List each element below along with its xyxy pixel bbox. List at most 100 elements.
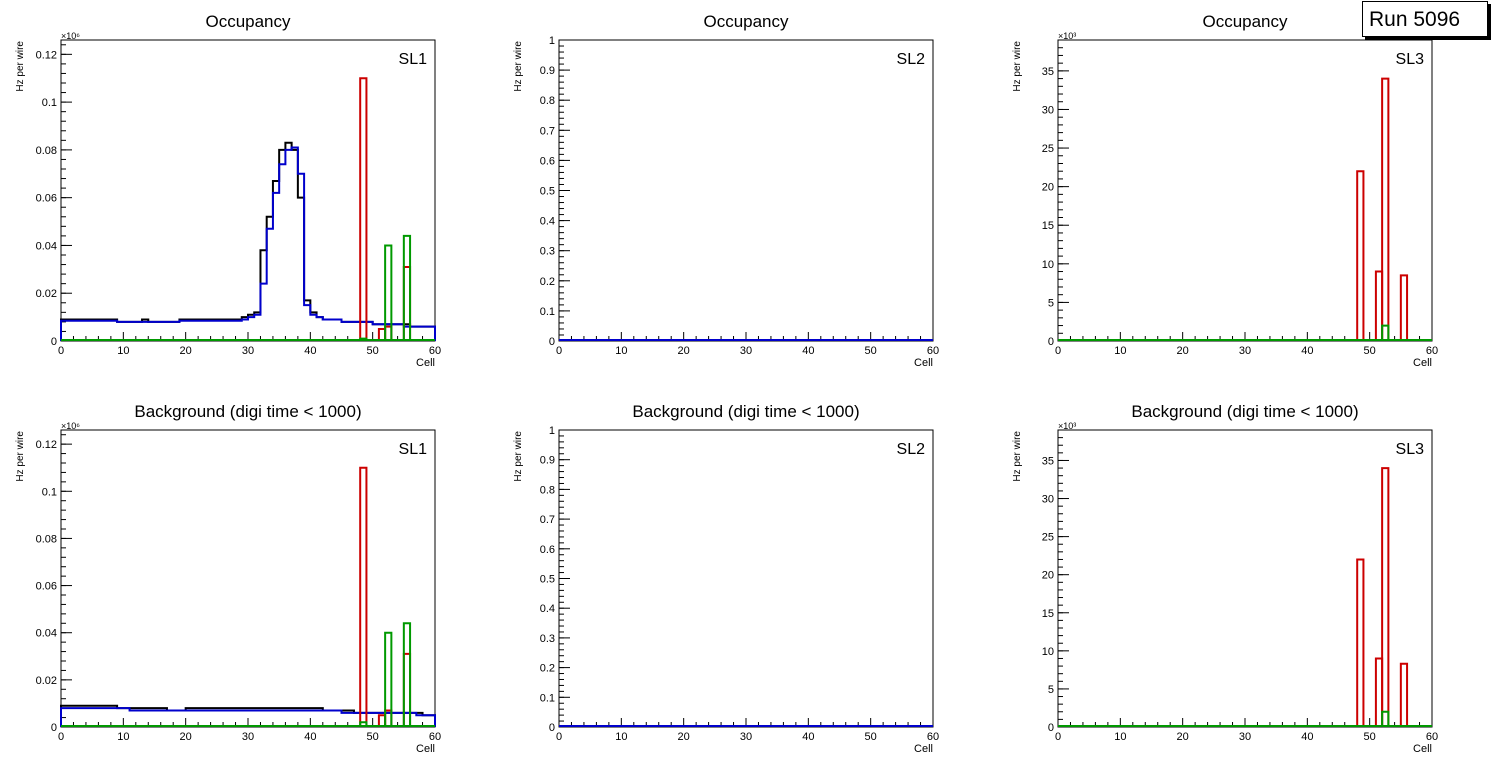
y-tick-label: 0.06 xyxy=(36,193,57,205)
x-tick-label: 30 xyxy=(242,731,254,743)
chart-title: Occupancy xyxy=(205,12,291,31)
bar-green xyxy=(359,721,368,727)
plot-frame xyxy=(558,429,934,728)
x-tick-label: 60 xyxy=(927,345,939,357)
y-tick-label: 20 xyxy=(1042,182,1054,194)
chart-panel-4: Background (digi time < 1000) SL1 Hz per w… xyxy=(15,402,441,755)
bar-red xyxy=(1399,662,1409,727)
y-tick-label: 0.08 xyxy=(36,533,57,545)
bar-green xyxy=(384,631,393,727)
x-tick-label: 50 xyxy=(865,731,877,743)
y-tick-label: 0.3 xyxy=(540,246,555,258)
bar-green xyxy=(384,244,393,341)
y-tick-label: 0.06 xyxy=(36,581,57,593)
x-tick-label: 30 xyxy=(1239,731,1251,743)
bar-red xyxy=(1399,274,1409,341)
x-tick-label: 0 xyxy=(58,345,64,357)
chart-panel-3: Occupancy SL3 Hz per wire Cell ×10³ 0 5 10 15 20 2… xyxy=(1012,12,1438,369)
x-tick-label: 60 xyxy=(927,731,939,743)
y-tick-label: 5 xyxy=(1048,297,1054,309)
x-tick-label: 10 xyxy=(117,731,129,743)
x-tick-label: 0 xyxy=(556,345,562,357)
y-tick-label: 0.5 xyxy=(540,574,555,586)
y-tick-label: 25 xyxy=(1042,143,1054,155)
x-tick-label: 50 xyxy=(865,345,877,357)
x-tick-label: 20 xyxy=(180,731,192,743)
chart-title: Occupancy xyxy=(703,12,789,31)
x-tick-label: 20 xyxy=(678,345,690,357)
x-tick-label: 50 xyxy=(367,345,379,357)
y-tick-label: 30 xyxy=(1042,104,1054,116)
y-tick-label: 0.2 xyxy=(540,276,555,288)
y-tick-label: 0.6 xyxy=(540,155,555,167)
y-tick-label: 10 xyxy=(1042,646,1054,658)
bar-red xyxy=(359,466,368,727)
y-tick-label: 0 xyxy=(549,336,555,348)
superlayer-label: SL2 xyxy=(897,51,926,68)
x-tick-label: 10 xyxy=(117,345,129,357)
x-tick-label: 20 xyxy=(678,731,690,743)
superlayer-label: SL1 xyxy=(399,51,428,68)
y-tick-label: 0.12 xyxy=(36,439,57,451)
y-tick-label: 0.7 xyxy=(540,125,555,137)
chart-title: Background (digi time < 1000) xyxy=(632,402,859,421)
x-tick-label: 60 xyxy=(1426,731,1438,743)
y-tick-label: 0.5 xyxy=(540,186,555,198)
x-tick-label: 30 xyxy=(740,731,752,743)
chart-panel-6: Background (digi time < 1000) SL3 Hz per w… xyxy=(1012,402,1438,755)
y-tick-label: 0.1 xyxy=(540,692,555,704)
x-tick-label: 20 xyxy=(1177,345,1189,357)
chart-title: Background (digi time < 1000) xyxy=(1131,402,1358,421)
bar-green xyxy=(402,234,412,341)
x-axis-label: Cell xyxy=(416,743,435,755)
x-axis-label: Cell xyxy=(1413,743,1432,755)
y-axis-label: Hz per wire xyxy=(15,431,26,482)
y-tick-label: 0.12 xyxy=(36,49,57,61)
x-tick-label: 0 xyxy=(1055,731,1061,743)
y-tick-label: 35 xyxy=(1042,455,1054,467)
y-tick-label: 0.04 xyxy=(36,240,57,252)
y-tick-label: 25 xyxy=(1042,532,1054,544)
x-tick-label: 30 xyxy=(1239,345,1251,357)
y-tick-label: 0 xyxy=(51,722,57,734)
y-tick-label: 0.02 xyxy=(36,675,57,687)
y-tick-label: 0 xyxy=(1048,722,1054,734)
y-tick-label: 0.4 xyxy=(540,216,555,228)
y-axis-label: Hz per wire xyxy=(513,431,524,482)
x-tick-label: 40 xyxy=(802,345,814,357)
superlayer-label: SL1 xyxy=(399,441,428,458)
bar-green xyxy=(1381,710,1390,727)
x-tick-label: 40 xyxy=(802,731,814,743)
y-tick-label: 35 xyxy=(1042,66,1054,78)
bar-green xyxy=(1381,324,1390,341)
x-tick-label: 60 xyxy=(429,345,441,357)
y-tick-label: 0.02 xyxy=(36,288,57,300)
y-tick-label: 0.6 xyxy=(540,544,555,556)
y-tick-label: 1 xyxy=(549,425,555,437)
y-tick-label: 0.8 xyxy=(540,484,555,496)
x-tick-label: 40 xyxy=(1301,731,1313,743)
y-axis-exponent: ×10⁶ xyxy=(61,421,80,431)
y-tick-label: 0 xyxy=(51,336,57,348)
y-tick-label: 0.7 xyxy=(540,514,555,526)
x-tick-label: 10 xyxy=(1114,345,1126,357)
x-tick-label: 60 xyxy=(1426,345,1438,357)
superlayer-label: SL3 xyxy=(1396,51,1425,68)
y-axis-exponent: ×10³ xyxy=(1058,31,1076,41)
plot-frame xyxy=(558,39,934,342)
y-tick-label: 20 xyxy=(1042,570,1054,582)
y-axis-label: Hz per wire xyxy=(15,41,26,92)
y-tick-label: 0.9 xyxy=(540,455,555,467)
bar-red xyxy=(1381,467,1390,727)
plot-frame xyxy=(60,429,436,728)
y-tick-label: 0.04 xyxy=(36,628,57,640)
x-tick-label: 10 xyxy=(1114,731,1126,743)
x-tick-label: 10 xyxy=(615,731,627,743)
x-axis-label: Cell xyxy=(914,357,933,369)
chart-title: Occupancy xyxy=(1202,12,1288,31)
y-tick-label: 0.8 xyxy=(540,95,555,107)
x-tick-label: 50 xyxy=(367,731,379,743)
run-label-box: Run 5096 xyxy=(1362,1,1488,37)
bar-red xyxy=(1356,558,1365,727)
